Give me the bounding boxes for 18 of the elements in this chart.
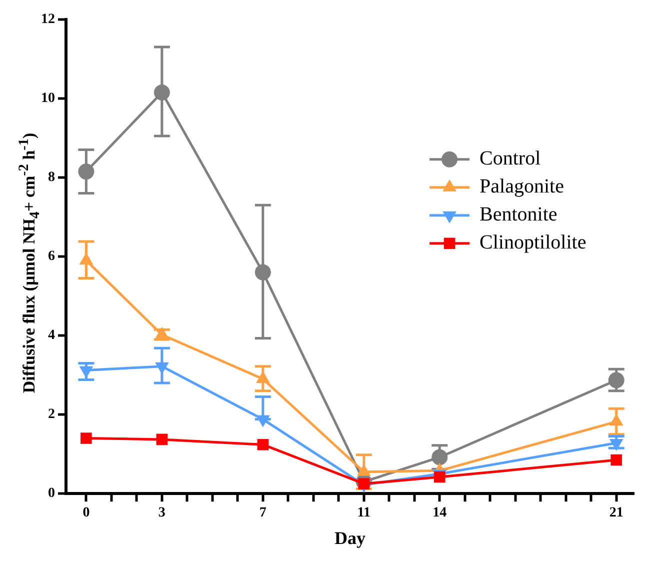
x-tick-label: 0 bbox=[82, 506, 90, 521]
x-tick-label: 11 bbox=[357, 506, 370, 521]
legend-label: Clinoptilolite bbox=[480, 232, 586, 254]
legend-label: Bentonite bbox=[480, 204, 558, 226]
y-tick-label: 12 bbox=[41, 12, 55, 28]
y-tick-label: 10 bbox=[41, 91, 55, 106]
x-tick-label: 14 bbox=[432, 506, 447, 521]
legend-label: Control bbox=[480, 148, 542, 170]
x-tick-label: 21 bbox=[609, 506, 624, 521]
legend-label: Palagonite bbox=[480, 176, 564, 198]
y-tick-label: 6 bbox=[48, 249, 55, 264]
y-tick-label: 4 bbox=[48, 328, 55, 344]
y-tick-label: 0 bbox=[48, 486, 55, 502]
x-tick-label: 7 bbox=[259, 506, 266, 521]
x-axis-title: Day bbox=[334, 528, 366, 548]
y-tick-label: 8 bbox=[48, 170, 55, 186]
x-tick-label: 3 bbox=[158, 506, 166, 521]
y-tick-label: 2 bbox=[48, 407, 55, 422]
